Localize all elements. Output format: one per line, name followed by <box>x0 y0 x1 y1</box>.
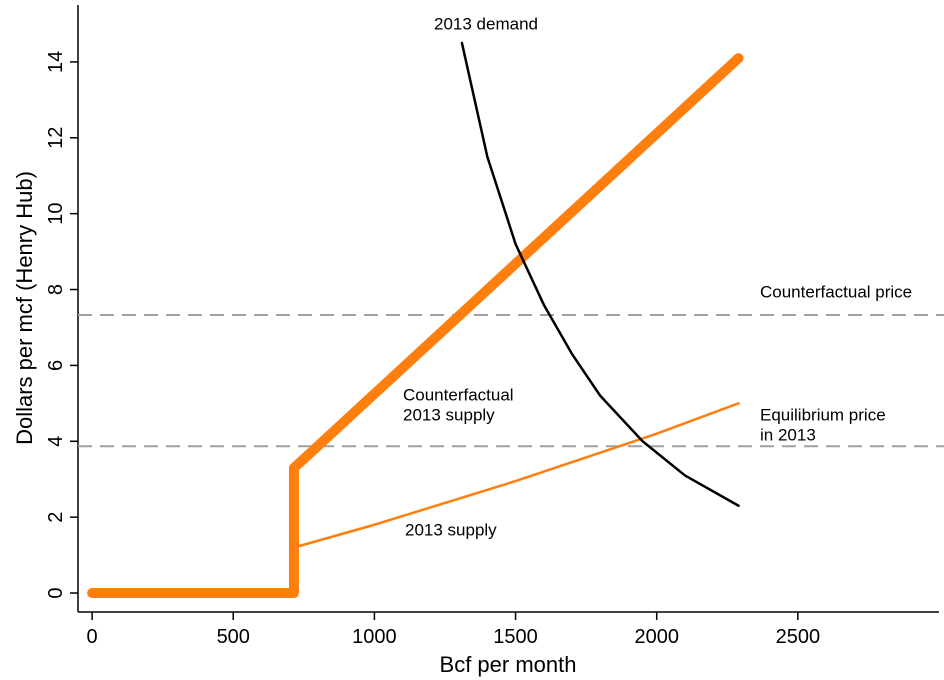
y-tick-label: 10 <box>45 203 67 225</box>
x-tick-label: 1500 <box>493 626 538 648</box>
series-line <box>292 402 740 549</box>
annotation: 2013 supply <box>403 405 495 424</box>
y-tick-label: 4 <box>45 436 67 447</box>
y-tick-label: 0 <box>45 587 67 598</box>
annotation: Counterfactual price <box>760 282 912 301</box>
annotation: 2013 supply <box>405 520 497 539</box>
y-tick-label: 14 <box>45 51 67 73</box>
x-tick-label: 0 <box>87 626 98 648</box>
x-tick-label: 500 <box>217 626 250 648</box>
y-tick-label: 8 <box>45 284 67 295</box>
x-tick-label: 2000 <box>634 626 679 648</box>
annotation: Counterfactual <box>403 385 514 404</box>
series-line <box>460 41 740 508</box>
y-axis-label: Dollars per mcf (Henry Hub) <box>12 171 37 445</box>
annotation: in 2013 <box>760 425 816 444</box>
y-tick-label: 6 <box>45 360 67 371</box>
annotation: Equilibrium price <box>760 405 886 424</box>
series-line <box>87 53 744 599</box>
y-tick-label: 2 <box>45 512 67 523</box>
x-tick-label: 2500 <box>776 626 821 648</box>
x-tick-label: 1000 <box>352 626 397 648</box>
annotation: 2013 demand <box>434 14 538 33</box>
x-axis-label: Bcf per month <box>440 652 577 677</box>
y-tick-label: 12 <box>45 127 67 149</box>
